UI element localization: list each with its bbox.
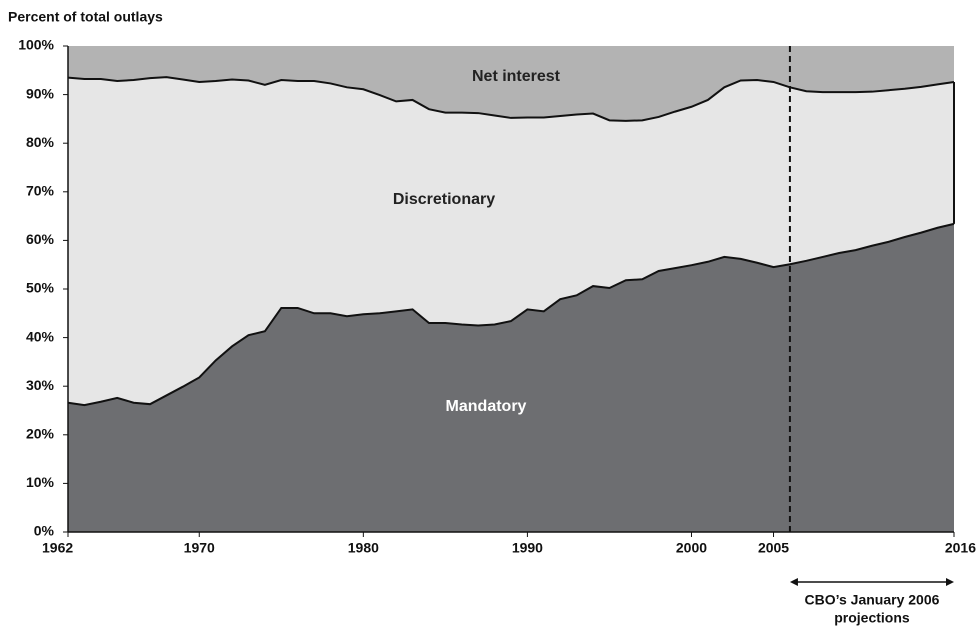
y-tick-label: 10% [26, 474, 55, 490]
arrow-head [946, 578, 954, 586]
x-tick-label: 1962 [42, 540, 73, 556]
area [68, 77, 954, 406]
series-label: Net interest [472, 68, 561, 85]
boundary-line [67, 76, 955, 122]
x-tick-label: 2005 [758, 540, 789, 556]
area [68, 223, 954, 532]
y-tick-label: 30% [26, 377, 55, 393]
y-tick-label: 80% [26, 134, 55, 150]
annotation-text: projections [834, 610, 910, 626]
x-tick-label: 1980 [348, 540, 379, 556]
arrow-head [789, 578, 798, 586]
y-axis-title: Percent of total outlays [8, 9, 163, 25]
annotation-text: CBO’s January 2006 [805, 592, 940, 608]
boundary-line [67, 222, 955, 407]
x-tick-label: 1970 [184, 540, 215, 556]
y-tick-label: 70% [26, 183, 55, 199]
series-label: Mandatory [446, 398, 527, 415]
series-label: Discretionary [393, 191, 495, 208]
y-tick-label: 50% [26, 280, 55, 296]
y-tick-label: 90% [26, 85, 55, 101]
y-tick-label: 0% [34, 523, 55, 539]
x-tick-label: 2000 [676, 540, 707, 556]
area [68, 46, 954, 121]
y-tick-label: 20% [26, 426, 55, 442]
y-tick-label: 60% [26, 231, 55, 247]
y-tick-label: 40% [26, 328, 55, 344]
x-tick-label: 2016 [945, 540, 976, 556]
x-tick-label: 1990 [512, 540, 543, 556]
y-tick-label: 100% [18, 37, 54, 53]
